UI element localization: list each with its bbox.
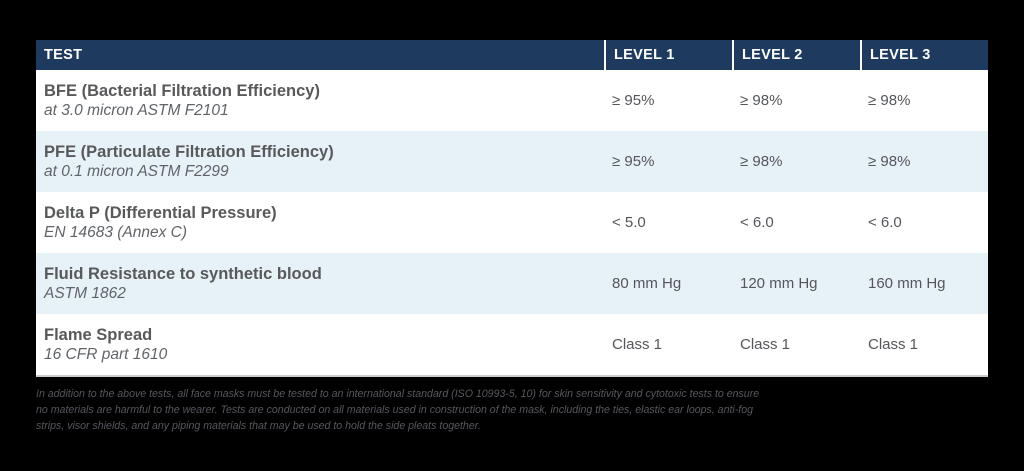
test-cell: Delta P (Differential Pressure) EN 14683… (36, 192, 604, 253)
footnote-line-3: strips, visor shields, and any piping ma… (36, 420, 481, 432)
mask-test-levels-table: TEST LEVEL 1 LEVEL 2 LEVEL 3 BFE (Bacter… (36, 40, 988, 377)
value-cell-level-3: ≥ 98% (868, 153, 911, 170)
test-standard: ASTM 1862 (44, 284, 126, 302)
value-cell-level-3: < 6.0 (868, 214, 902, 231)
footnote-line-1: In addition to the above tests, all face… (36, 388, 760, 400)
header-cell-test: TEST (44, 47, 83, 63)
table-header-row: TEST LEVEL 1 LEVEL 2 LEVEL 3 (36, 40, 988, 70)
value-cell-level-3: 160 mm Hg (868, 275, 946, 292)
value-cell-level-1: Class 1 (612, 336, 663, 353)
footnote-line-2: no materials are harmful to the wearer. … (36, 404, 754, 416)
value-cell-level-2: < 6.0 (740, 214, 774, 231)
value-cell-level-1: < 5.0 (612, 214, 646, 231)
test-name: Fluid Resistance to synthetic blood (44, 264, 322, 283)
value-cell-level-3: Class 1 (868, 336, 919, 353)
table-row-flame-spread: Flame Spread 16 CFR part 1610 Class 1 Cl… (36, 314, 988, 375)
value-cell-level-3: ≥ 98% (868, 92, 911, 109)
header-cell-level-3: LEVEL 3 (860, 40, 988, 70)
test-standard: at 0.1 micron ASTM F2299 (44, 162, 229, 180)
value-cell-level-2: ≥ 98% (740, 153, 783, 170)
value-cell-level-2: ≥ 98% (740, 92, 783, 109)
table-row-delta-p: Delta P (Differential Pressure) EN 14683… (36, 192, 988, 253)
value-cell-level-1: ≥ 95% (612, 92, 655, 109)
test-cell: BFE (Bacterial Filtration Efficiency) at… (36, 70, 604, 131)
header-cell-level-2: LEVEL 2 (732, 40, 860, 70)
test-name: PFE (Particulate Filtration Efficiency) (44, 142, 334, 161)
test-cell: Fluid Resistance to synthetic blood ASTM… (36, 253, 604, 314)
value-cell-level-2: Class 1 (740, 336, 791, 353)
table-row-fluid-resistance: Fluid Resistance to synthetic blood ASTM… (36, 253, 988, 314)
test-name: Flame Spread (44, 325, 153, 344)
test-cell: Flame Spread 16 CFR part 1610 (36, 314, 604, 375)
footnote-text: In addition to the above tests, all face… (36, 386, 760, 434)
value-cell-level-1: ≥ 95% (612, 153, 655, 170)
value-cell-level-2: 120 mm Hg (740, 275, 818, 292)
test-standard: 16 CFR part 1610 (44, 345, 168, 363)
test-name: Delta P (Differential Pressure) (44, 203, 277, 222)
value-cell-level-1: 80 mm Hg (612, 275, 682, 292)
table-row-pfe: PFE (Particulate Filtration Efficiency) … (36, 131, 988, 192)
test-standard: EN 14683 (Annex C) (44, 223, 188, 241)
test-cell: PFE (Particulate Filtration Efficiency) … (36, 131, 604, 192)
test-name: BFE (Bacterial Filtration Efficiency) (44, 81, 320, 100)
table-row-bfe: BFE (Bacterial Filtration Efficiency) at… (36, 70, 988, 131)
header-cell-level-1: LEVEL 1 (604, 40, 732, 70)
test-standard: at 3.0 micron ASTM F2101 (44, 101, 229, 119)
